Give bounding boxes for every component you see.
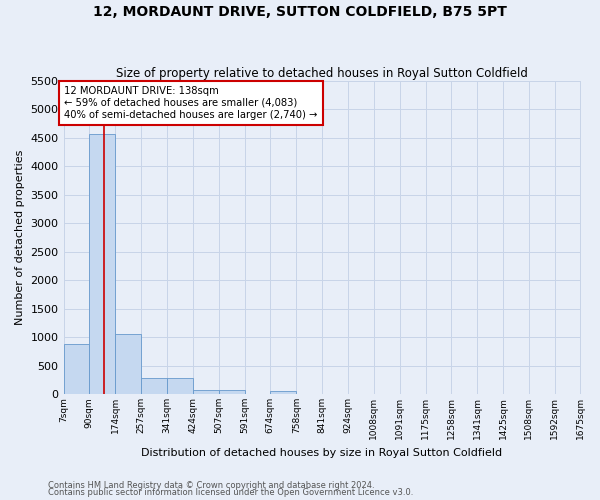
Bar — [89, 134, 115, 394]
Bar — [64, 344, 89, 395]
X-axis label: Distribution of detached houses by size in Royal Sutton Coldfield: Distribution of detached houses by size … — [142, 448, 503, 458]
Bar — [218, 390, 245, 394]
Title: Size of property relative to detached houses in Royal Sutton Coldfield: Size of property relative to detached ho… — [116, 66, 528, 80]
Bar — [167, 378, 193, 394]
Text: 12 MORDAUNT DRIVE: 138sqm
← 59% of detached houses are smaller (4,083)
40% of se: 12 MORDAUNT DRIVE: 138sqm ← 59% of detac… — [64, 86, 317, 120]
Bar — [141, 378, 167, 394]
Y-axis label: Number of detached properties: Number of detached properties — [15, 150, 25, 325]
Bar — [193, 390, 218, 394]
Text: Contains HM Land Registry data © Crown copyright and database right 2024.: Contains HM Land Registry data © Crown c… — [48, 480, 374, 490]
Bar — [115, 334, 141, 394]
Text: Contains public sector information licensed under the Open Government Licence v3: Contains public sector information licen… — [48, 488, 413, 497]
Text: 12, MORDAUNT DRIVE, SUTTON COLDFIELD, B75 5PT: 12, MORDAUNT DRIVE, SUTTON COLDFIELD, B7… — [93, 5, 507, 19]
Bar — [270, 391, 296, 394]
